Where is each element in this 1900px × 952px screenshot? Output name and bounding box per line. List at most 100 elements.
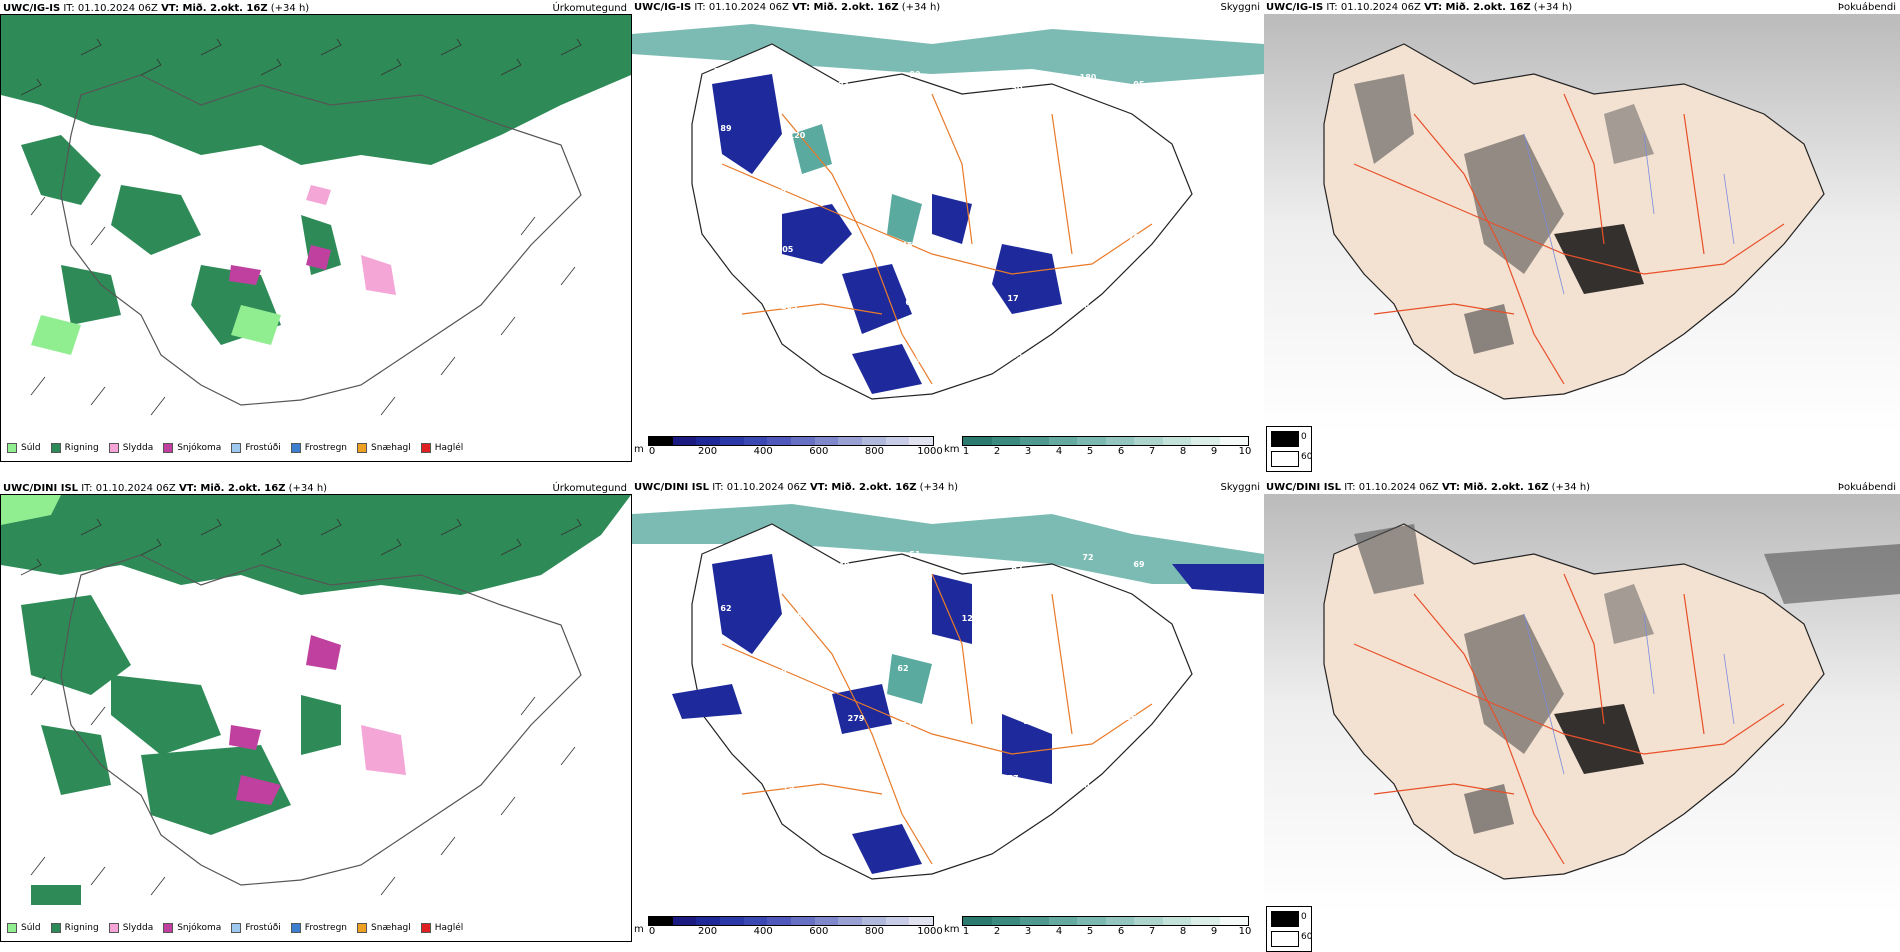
- ceiling-value-label: 107: [844, 657, 861, 666]
- visibility-unit: km: [944, 444, 960, 455]
- colorbar-segment: [862, 917, 886, 925]
- ceiling-value-label: 72: [846, 177, 857, 186]
- ceiling-unit: m: [634, 444, 644, 455]
- precip-map: [1, 495, 631, 915]
- colorbar-tick-label: 1000: [917, 926, 943, 937]
- precip-legend-swatch: [357, 443, 368, 453]
- ceiling-colorbar: 0 200 400 600 800 1000 m: [634, 916, 943, 938]
- colorbar-segment: [1105, 437, 1134, 445]
- colorbar-segment: [963, 437, 992, 445]
- panel-header: UWC/IG-IS IT: 01.10.2024 06Z VT: Mið. 2.…: [634, 2, 1260, 16]
- colorbar-segment: [767, 917, 792, 925]
- model-source: UWC/IG-IS: [1266, 2, 1324, 13]
- colorbar-segment: [720, 917, 744, 925]
- panel-header: UWC/IG-IS IT: 01.10.2024 06Z VT: Mið. 2.…: [3, 3, 627, 17]
- init-time: IT: 01.10.2024 06Z: [81, 483, 176, 494]
- colorbar-segment: [1077, 437, 1106, 445]
- ceiling-value-label: 48: [838, 561, 850, 570]
- precip-legend-swatch: [290, 923, 301, 933]
- precip-legend-swatch: [163, 443, 174, 453]
- ceiling-value-label: 52: [1019, 660, 1030, 669]
- ceiling-value-label: 36: [1070, 187, 1082, 196]
- colorbar-segment: [696, 917, 721, 925]
- ceiling-value-label: 17: [1007, 294, 1018, 303]
- ceiling-value-label: 62: [720, 604, 731, 613]
- precip-legend-swatch: [7, 443, 17, 453]
- colorbar-segment: [649, 917, 673, 925]
- precip-legend-label: Snjókoma: [177, 443, 222, 453]
- ceiling-value-label: 43: [1066, 610, 1077, 619]
- colorbar-segment: [814, 437, 839, 445]
- ceiling-unit: m: [634, 924, 644, 935]
- ceiling-value-label: 157: [946, 671, 963, 680]
- visibility-colorbar-ticks: 1 2 3 4 5 6 7 8 9 10: [962, 446, 1252, 458]
- colorbar-segment: [885, 437, 910, 445]
- ceiling-value-label: 42: [1074, 244, 1085, 253]
- precip-legend-swatch: [420, 923, 431, 933]
- colorbar-tick-label: 8: [1179, 446, 1187, 457]
- visibility-colorbar: 1 2 3 4 5 6 7 8 9 10 km: [944, 436, 1252, 458]
- colorbar-segment: [1191, 917, 1220, 925]
- model-source: UWC/IG-IS: [3, 3, 61, 14]
- visibility-colorbar-scale: [962, 436, 1249, 446]
- colorbar-tick-label: 400: [753, 926, 773, 937]
- precip-legend-label: Slydda: [122, 443, 154, 453]
- colorbar-tick-label: 6: [1117, 446, 1125, 457]
- colorbar-segment: [838, 437, 863, 445]
- ceiling-value-label: 120: [789, 131, 806, 140]
- ceiling-value-label: 63: [905, 298, 916, 307]
- ceiling-value-label: 104: [832, 771, 849, 780]
- colorbar-segment: [1105, 917, 1134, 925]
- panel-title: Þokuábendi: [1837, 2, 1896, 13]
- ceiling-value-label: 62: [897, 664, 908, 673]
- visibility-colorbar-scale: [962, 916, 1249, 926]
- ceiling-value-label: 60: [775, 668, 787, 677]
- ceiling-value-label: 58: [1023, 717, 1035, 726]
- ceiling-value-label: 71: [838, 81, 850, 90]
- precip-legend-swatch: [7, 923, 17, 933]
- precip-legend-swatch: [231, 443, 242, 453]
- colorbar-segment: [838, 917, 863, 925]
- model-source: UWC/DINI ISL: [1266, 482, 1342, 493]
- ceiling-value-label: 65: [1011, 351, 1023, 360]
- ceiling-value-label: 67: [842, 138, 853, 147]
- precip-legend-item: Snjókoma: [163, 923, 221, 933]
- colorbar-segment: [909, 437, 934, 445]
- ceiling-value-label: 69: [716, 352, 728, 361]
- precip-legend-label: Súld: [21, 443, 41, 453]
- precip-legend-item: Rigning: [50, 443, 99, 453]
- ceiling-value-label: 56: [1074, 724, 1086, 733]
- colorbar-segment: [743, 437, 768, 445]
- panel-header: UWC/DINI ISL IT: 01.10.2024 06Z VT: Mið.…: [1266, 482, 1896, 496]
- precip-legend-swatch: [420, 443, 431, 453]
- precip-legend-swatch: [357, 923, 368, 933]
- ceiling-value-label: 368: [954, 767, 971, 776]
- ceiling-colorbar-ticks: 0 200 400 600 800 1000: [648, 446, 943, 458]
- ceiling-colorbar-scale: [648, 436, 934, 446]
- lead-time: (+34 h): [1533, 2, 1573, 13]
- colorbar-segment: [991, 917, 1020, 925]
- colorbar-segment: [720, 437, 744, 445]
- ceiling-value-label: 55: [1137, 617, 1149, 626]
- init-time: IT: 01.10.2024 06Z: [63, 3, 158, 14]
- colorbar-segment: [1134, 917, 1163, 925]
- colorbar-segment: [791, 917, 815, 925]
- precip-legend-label: Rigning: [64, 923, 99, 933]
- fog-map: [1264, 14, 1900, 434]
- precip-legend-item: Haglél: [420, 443, 463, 453]
- valid-time: VT: Mið. 2.okt. 16Z: [792, 2, 899, 13]
- precip-legend-label: Haglél: [434, 923, 464, 933]
- fog-legend-label: 60: [1301, 452, 1313, 462]
- fog-legend-swatch: [1271, 931, 1299, 947]
- colorbar-segment: [991, 437, 1020, 445]
- colorbar-tick-label: 2: [993, 926, 1001, 937]
- ceiling-map: 111 50 71 80 696 50 180 95 89 120 67 97 65 73 32 37 47 67…: [632, 14, 1264, 434]
- fog-legend-swatch: [1271, 911, 1299, 927]
- colorbar-tick-label: 7: [1148, 926, 1156, 937]
- init-time: IT: 01.10.2024 06Z: [1344, 482, 1439, 493]
- colorbar-tick-label: 5: [1086, 446, 1094, 457]
- ceiling-value-label: 66: [1125, 713, 1137, 722]
- colorbar-segment: [791, 437, 815, 445]
- precip-legend-item: Frostúði: [231, 923, 281, 933]
- colorbar-tick-label: 200: [698, 446, 718, 457]
